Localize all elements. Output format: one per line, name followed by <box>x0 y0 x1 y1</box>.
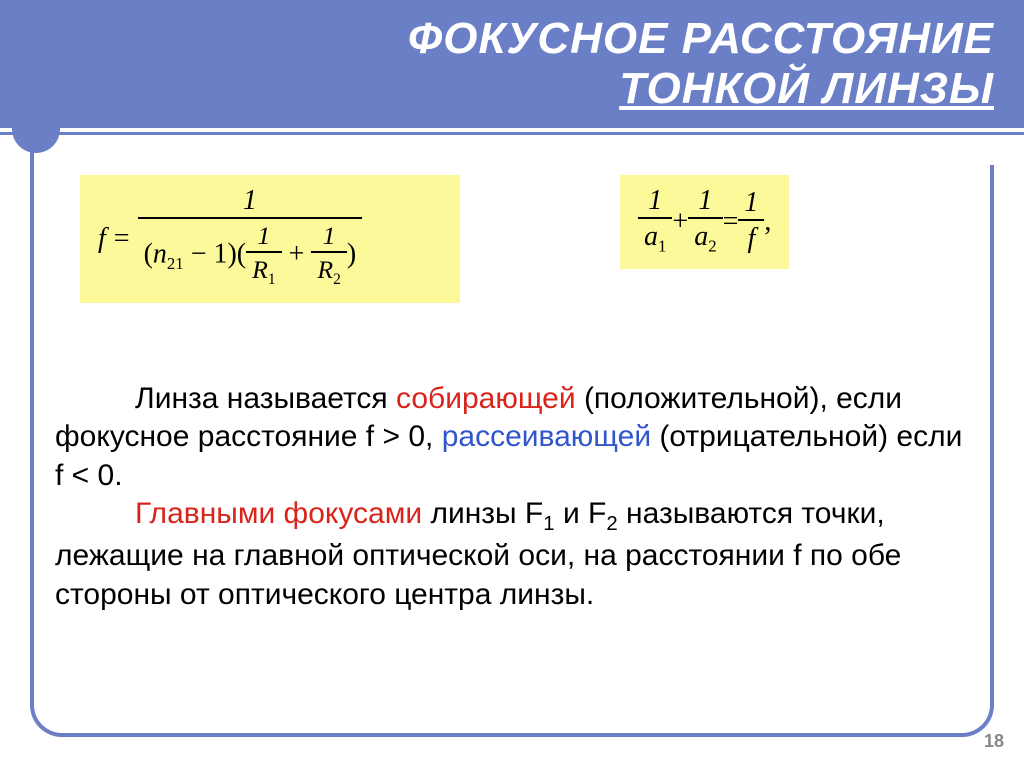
formula-focal-length: f = 1 (n21 − 1)(1R1 + 1R2) <box>80 175 460 303</box>
accent-circle <box>12 105 60 153</box>
paragraph-1: Линза называется собирающей (положительн… <box>55 380 969 495</box>
f-num: 1 <box>138 185 363 219</box>
page-number: 18 <box>984 731 1004 752</box>
f-main-frac: 1 (n21 − 1)(1R1 + 1R2) <box>138 185 363 293</box>
slide-header: ФОКУСНОЕ РАССТОЯНИЕ ТОНКОЙ ЛИНЗЫ <box>0 0 1024 132</box>
body-text: Линза называется собирающей (положительн… <box>55 380 969 614</box>
title-line2: ТОНКОЙ ЛИНЗЫ <box>0 64 994 114</box>
f-den: (n21 − 1)(1R1 + 1R2) <box>138 219 363 293</box>
term-converging: собирающей <box>396 382 576 415</box>
a2-frac: 1 a2 <box>688 185 722 259</box>
term-diverging: рассеивающей <box>442 420 651 453</box>
title-line1: ФОКУСНОЕ РАССТОЯНИЕ <box>0 14 994 64</box>
a1-frac: 1 a1 <box>638 185 672 259</box>
f-frac: 1 f <box>738 187 764 257</box>
formulas-row: f = 1 (n21 − 1)(1R1 + 1R2) 1 a1 + 1 a2 =… <box>40 175 984 323</box>
term-main-foci: Главными фокусами <box>135 497 422 530</box>
f-eq: = <box>114 223 130 255</box>
formula-thin-lens: 1 a1 + 1 a2 = 1 f , <box>620 175 789 269</box>
f-lhs: f <box>98 223 106 255</box>
paragraph-2: Главными фокусами линзы F1 и F2 называют… <box>55 495 969 614</box>
header-underline <box>0 132 1024 135</box>
